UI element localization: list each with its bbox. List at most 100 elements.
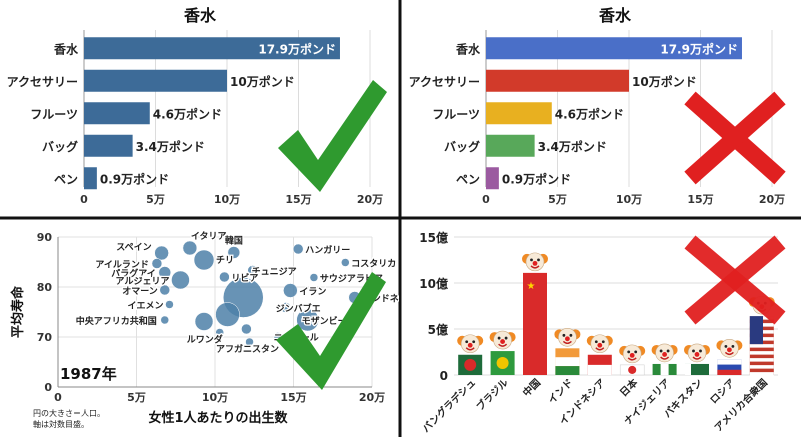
bubble-point	[341, 258, 350, 267]
bubble-point	[215, 302, 240, 327]
y-tick-label: 90	[37, 231, 53, 244]
cross-mark-icon	[684, 91, 786, 185]
bar	[486, 69, 629, 92]
bubble-label: 韓国	[225, 235, 243, 247]
clown-face-icon	[554, 328, 581, 347]
bubble-label: チリ	[216, 255, 234, 266]
x-tick-label: 20万	[359, 391, 385, 404]
y-axis-label: 平均寿命	[10, 285, 26, 338]
category-label: フルーツ	[30, 107, 78, 121]
data-label: 0.9万ポンド	[100, 171, 169, 186]
bubble-point	[151, 258, 163, 269]
bubble-point	[309, 273, 319, 282]
india-flag	[555, 348, 580, 375]
y-tick-label: 0	[44, 381, 52, 394]
bubble-point	[158, 266, 172, 279]
brazil-flag	[490, 351, 515, 375]
x-tick-label: 0	[80, 193, 88, 206]
bar	[486, 134, 535, 157]
clown-face-icon	[651, 343, 678, 363]
x-tick-label: 10万	[202, 391, 228, 404]
bubble-label: アフガニスタン	[216, 343, 279, 355]
data-label: 0.9万ポンド	[502, 171, 571, 186]
y-tick-label: 0	[440, 369, 448, 383]
clown-face-icon	[457, 334, 484, 354]
data-label: 10万ポンド	[230, 74, 295, 89]
x-tick-label: 5万	[127, 391, 146, 404]
bubble-label: ハンガリー	[305, 244, 350, 256]
chart-note: 円の大きさ＝人口。	[33, 408, 105, 418]
bubble-label: ジンバブエ	[276, 303, 321, 315]
y-tick-label: 5億	[428, 322, 448, 337]
nigeria-flag	[652, 363, 677, 375]
pakistan-flag	[685, 363, 709, 375]
category-label: ペン	[54, 172, 78, 186]
category-label: 中国	[520, 376, 543, 399]
indonesia-flag	[587, 354, 612, 375]
x-axis-label: 女性1人あたりの出生数	[148, 410, 288, 426]
bubble-point	[219, 271, 230, 283]
panel-bottom-right: 0 5億 10億 15億 バングラデシュ ブラジル ★ 中国 インド インドネシア 日本 ナイジェリア…	[402, 220, 801, 437]
bangladesh-flag	[458, 354, 483, 375]
bubble-point	[296, 308, 319, 332]
clown-face-icon	[716, 339, 743, 358]
bubble-label: イラン	[299, 287, 326, 298]
x-tick-label: 15万	[285, 193, 311, 206]
category-label: ロシア	[708, 377, 738, 407]
chart-title: 香水	[598, 6, 632, 25]
bubble-label: リビア	[231, 272, 258, 284]
y-tick-label: 15億	[419, 230, 448, 245]
bubble-point	[194, 312, 214, 331]
category-label: 香水	[53, 41, 79, 56]
data-label: 17.9万ポンド	[660, 41, 738, 56]
bubble-point	[283, 283, 298, 298]
bubble-label: アイルランド	[95, 260, 149, 271]
japan-flag	[619, 364, 645, 376]
x-tick-label: 15万	[687, 193, 713, 206]
data-label: 4.6万ポンド	[555, 106, 624, 121]
clown-face-icon	[522, 252, 548, 272]
x-tick-label: 20万	[357, 193, 383, 206]
x-tick-label: 10万	[616, 193, 642, 206]
data-label: 3.4万ポンド	[136, 139, 205, 154]
bubble-label: パラグアイ	[111, 268, 156, 280]
category-label: インド	[546, 377, 576, 407]
category-label: アメリカ合衆国	[712, 376, 770, 434]
bubble-label: ルワンダ	[187, 334, 223, 346]
data-label: 17.9万ポンド	[258, 41, 336, 56]
clown-face-icon	[489, 330, 516, 350]
category-label: アクセサリー	[409, 75, 480, 89]
bubble-label: 中央アフリカ共和国	[76, 315, 157, 327]
cross-mark-icon	[684, 235, 786, 325]
panel-bottom-left: 0 5万 10万 15万 20万 0 70 80 90 女性1人あたりの出生数 平均寿命 1987年円…	[0, 220, 399, 437]
category-label: バングラデシュ	[419, 376, 478, 435]
x-tick-label: 0	[482, 193, 490, 206]
category-label: ペン	[456, 172, 480, 186]
check-mark-icon	[278, 80, 387, 192]
bubble-label: コスタリカ	[351, 258, 396, 270]
check-mark-icon	[276, 272, 386, 390]
chart-title: 香水	[183, 6, 217, 25]
x-tick-label: 15万	[280, 391, 306, 404]
category-label: バッグ	[444, 139, 480, 154]
y-tick-label: 70	[37, 331, 53, 344]
bubble-label: アルジェリア	[116, 276, 170, 287]
x-tick-label: 5万	[548, 193, 567, 206]
bubble-point	[227, 246, 241, 259]
bubble-point	[280, 302, 291, 313]
clown-face-icon	[586, 334, 613, 354]
bar	[84, 69, 227, 92]
bubble-point	[247, 265, 258, 276]
category-label: フルーツ	[432, 107, 480, 121]
x-tick-label: 5万	[146, 193, 165, 206]
category-label: 香水	[455, 41, 481, 56]
bubble-label: イエメン	[128, 301, 164, 312]
bubble-point	[159, 284, 171, 296]
panel-top-right: 香水 香水 17.9万ポンド アクセサリー 10万ポンド フルーツ 4.6万ポンド バッグ 3…	[402, 0, 801, 217]
bar	[523, 272, 547, 375]
bar	[84, 134, 133, 157]
clown-face-icon	[684, 343, 710, 363]
